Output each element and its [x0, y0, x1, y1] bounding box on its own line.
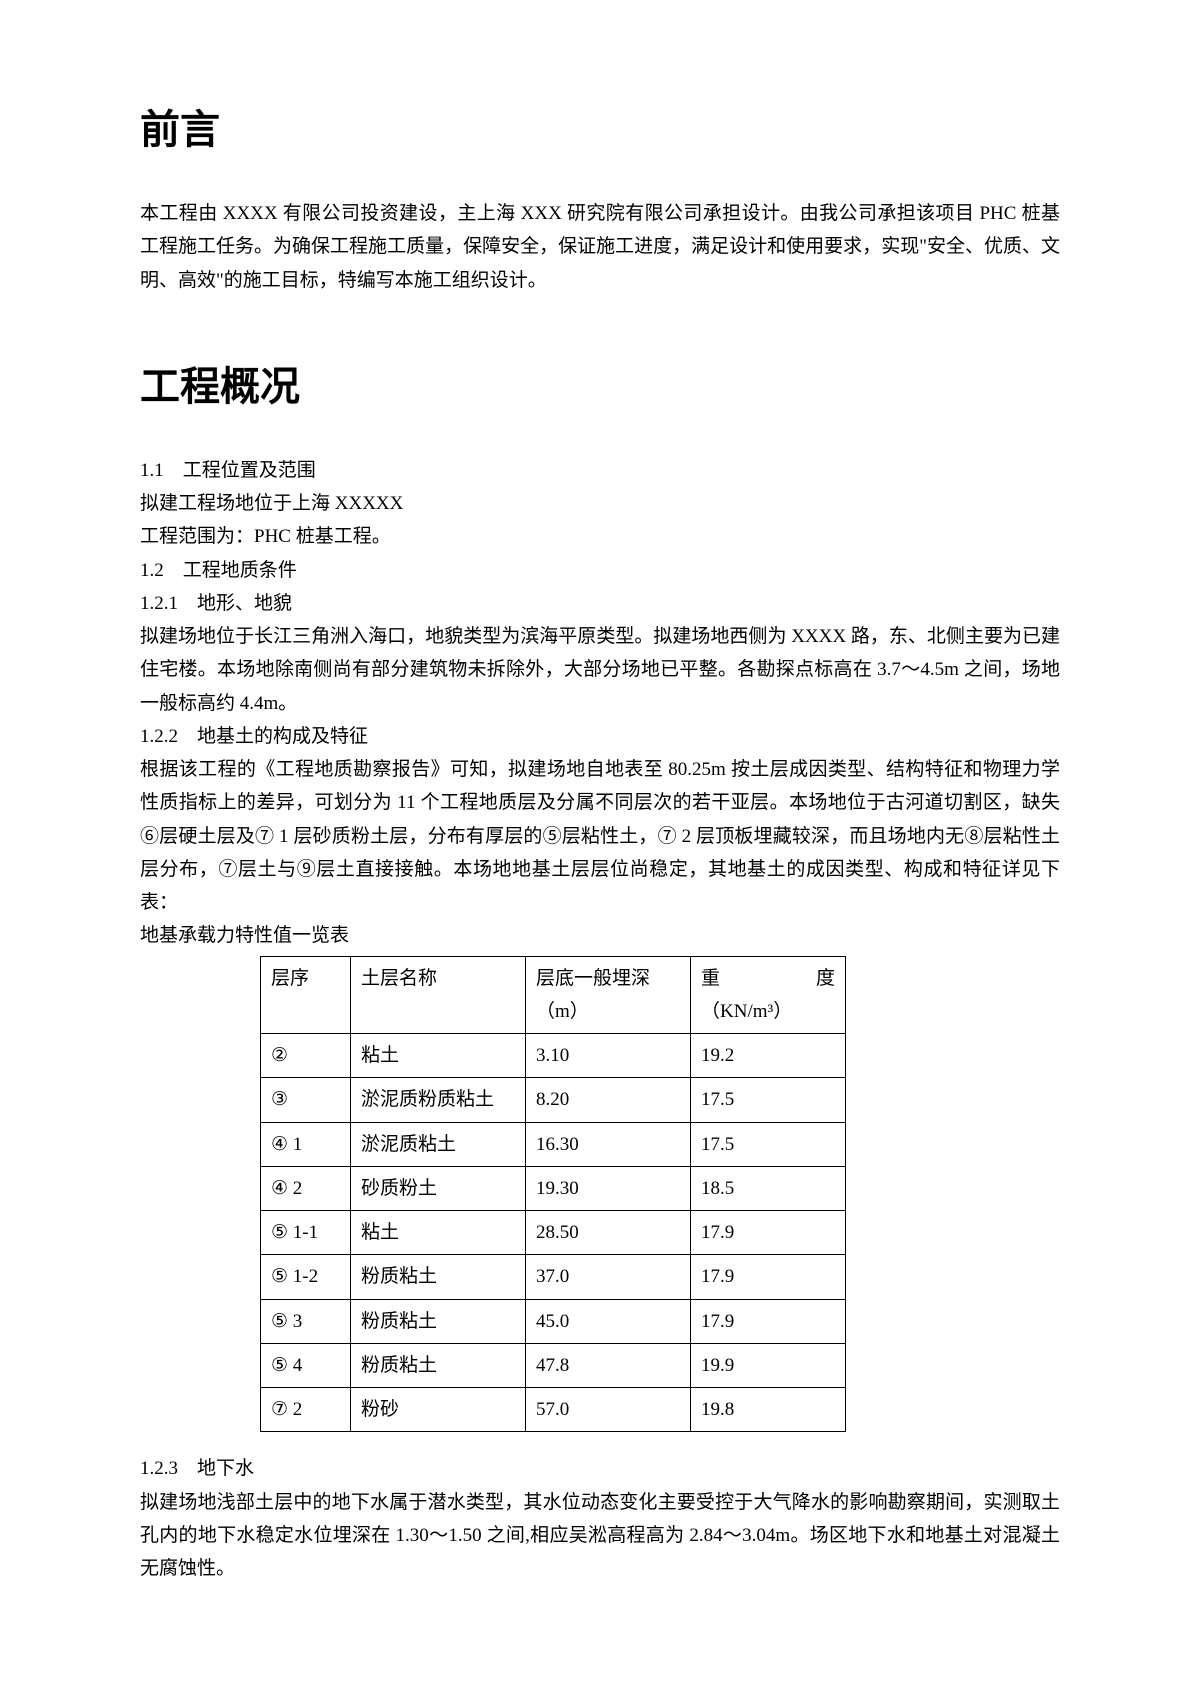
table-header-row: 层序 土层名称 层底一般埋深 （m） 重 度 （KN/m³） [261, 956, 846, 1034]
section-1-2-3-title: 1.2.3 地下水 [140, 1452, 1060, 1485]
cell-name: 粉砂 [351, 1388, 526, 1432]
cell-density: 19.9 [691, 1343, 846, 1387]
cell-name: 淤泥质粉质粘土 [351, 1078, 526, 1122]
cell-depth: 8.20 [526, 1078, 691, 1122]
preface-paragraph: 本工程由 XXXX 有限公司投资建设，主上海 XXX 研究院有限公司承担设计。由… [140, 197, 1060, 297]
preface-heading: 前言 [140, 95, 1060, 165]
table-row: ⑤ 1-1粘土28.5017.9 [261, 1211, 846, 1255]
section-1-2-1-title: 1.2.1 地形、地貌 [140, 587, 1060, 620]
header-density-line2: （KN/m³） [701, 995, 835, 1028]
cell-depth: 16.30 [526, 1122, 691, 1166]
cell-depth: 37.0 [526, 1255, 691, 1299]
cell-density: 17.9 [691, 1211, 846, 1255]
table-row: ⑤ 4粉质粘土47.819.9 [261, 1343, 846, 1387]
table-row: ⑦ 2粉砂57.019.8 [261, 1388, 846, 1432]
cell-name: 粘土 [351, 1211, 526, 1255]
cell-depth: 28.50 [526, 1211, 691, 1255]
cell-density: 19.2 [691, 1034, 846, 1078]
cell-layer: ⑤ 3 [261, 1299, 351, 1343]
cell-layer: ② [261, 1034, 351, 1078]
cell-name: 淤泥质粘土 [351, 1122, 526, 1166]
cell-depth: 45.0 [526, 1299, 691, 1343]
section-1-2-1-p1: 拟建场地位于长江三角洲入海口，地貌类型为滨海平原类型。拟建场地西侧为 XXXX … [140, 620, 1060, 720]
cell-depth: 57.0 [526, 1388, 691, 1432]
cell-density: 17.9 [691, 1255, 846, 1299]
cell-layer: ⑤ 1-1 [261, 1211, 351, 1255]
cell-depth: 47.8 [526, 1343, 691, 1387]
section-1-1-p1: 拟建工程场地位于上海 XXXXX [140, 487, 1060, 520]
cell-density: 17.5 [691, 1078, 846, 1122]
cell-density: 17.5 [691, 1122, 846, 1166]
cell-name: 粉质粘土 [351, 1343, 526, 1387]
table-row: ②粘土3.1019.2 [261, 1034, 846, 1078]
header-layer: 层序 [261, 956, 351, 1034]
cell-name: 砂质粉土 [351, 1166, 526, 1210]
section-1-2-2-title: 1.2.2 地基土的构成及特征 [140, 720, 1060, 753]
table-row: ④ 1淤泥质粘土16.3017.5 [261, 1122, 846, 1166]
table-body: ②粘土3.1019.2③淤泥质粉质粘土8.2017.5④ 1淤泥质粘土16.30… [261, 1034, 846, 1432]
cell-layer: ④ 2 [261, 1166, 351, 1210]
cell-layer: ③ [261, 1078, 351, 1122]
header-density: 重 度 （KN/m³） [691, 956, 846, 1034]
section-1-2-3-p1: 拟建场地浅部土层中的地下水属于潜水类型，其水位动态变化主要受控于大气降水的影响勘… [140, 1486, 1060, 1586]
cell-layer: ⑤ 4 [261, 1343, 351, 1387]
table-title: 地基承载力特性值一览表 [140, 919, 1060, 952]
cell-layer: ⑤ 1-2 [261, 1255, 351, 1299]
cell-density: 17.9 [691, 1299, 846, 1343]
cell-density: 19.8 [691, 1388, 846, 1432]
header-layer-text: 层序 [271, 968, 309, 989]
cell-depth: 19.30 [526, 1166, 691, 1210]
overview-heading: 工程概况 [140, 352, 1060, 422]
table-row: ④ 2砂质粉土19.3018.5 [261, 1166, 846, 1210]
section-1-2-2-p1: 根据该工程的《工程地质勘察报告》可知，拟建场地自地表至 80.25m 按土层成因… [140, 753, 1060, 919]
cell-layer: ⑦ 2 [261, 1388, 351, 1432]
soil-properties-table: 层序 土层名称 层底一般埋深 （m） 重 度 （KN/m³） ②粘土3.1019… [260, 956, 846, 1433]
cell-name: 粘土 [351, 1034, 526, 1078]
table-row: ③淤泥质粉质粘土8.2017.5 [261, 1078, 846, 1122]
header-density-l1b: 度 [816, 962, 835, 995]
header-depth: 层底一般埋深 （m） [526, 956, 691, 1034]
header-density-line1: 重 度 [701, 962, 835, 995]
table-row: ⑤ 1-2粉质粘土37.017.9 [261, 1255, 846, 1299]
section-1-1-p2: 工程范围为：PHC 桩基工程。 [140, 520, 1060, 553]
table-row: ⑤ 3粉质粘土45.017.9 [261, 1299, 846, 1343]
cell-name: 粉质粘土 [351, 1255, 526, 1299]
header-name-text: 土层名称 [361, 968, 437, 989]
cell-layer: ④ 1 [261, 1122, 351, 1166]
header-density-l1a: 重 [701, 962, 720, 995]
header-name: 土层名称 [351, 956, 526, 1034]
header-depth-line1: 层底一般埋深 [536, 962, 680, 995]
section-1-2-title: 1.2 工程地质条件 [140, 554, 1060, 587]
cell-name: 粉质粘土 [351, 1299, 526, 1343]
cell-density: 18.5 [691, 1166, 846, 1210]
header-depth-line2: （m） [536, 995, 680, 1028]
cell-depth: 3.10 [526, 1034, 691, 1078]
section-1-1-title: 1.1 工程位置及范围 [140, 454, 1060, 487]
